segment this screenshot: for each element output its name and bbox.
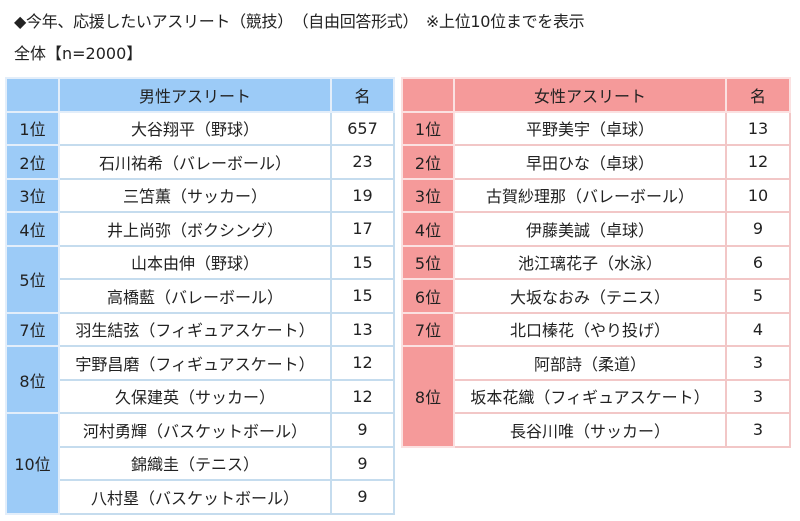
table-row: 錦織圭（テニス） 9 xyxy=(6,445,395,481)
athlete-name-cell: 宇野昌磨（フィギュアスケート） xyxy=(58,345,332,381)
vote-count-cell: 9 xyxy=(330,445,395,481)
vote-count-cell: 10 xyxy=(725,177,791,213)
table-row: 坂本花織（フィギュアスケート） 3 xyxy=(402,378,791,414)
vote-count-cell: 3 xyxy=(725,412,791,448)
rank-cell: 4位 xyxy=(5,211,60,247)
athlete-name-cell: 池江璃花子（水泳） xyxy=(453,244,727,280)
athlete-name-cell: 三笘薫（サッカー） xyxy=(58,177,332,213)
table-row: 高橋藍（バレーボール） 15 xyxy=(6,278,395,314)
table-row: 久保建英（サッカー） 12 xyxy=(6,378,395,414)
rank-cell: 3位 xyxy=(401,177,455,213)
vote-count-cell: 15 xyxy=(330,244,395,280)
count-column-header: 名 xyxy=(330,77,395,113)
athlete-name-cell: 坂本花織（フィギュアスケート） xyxy=(453,378,727,414)
athlete-name-cell: 大坂なおみ（テニス） xyxy=(453,278,727,314)
rank-cell: 7位 xyxy=(5,311,60,347)
table-row: 5位 池江璃花子（水泳） 6 xyxy=(401,244,791,280)
vote-count-cell: 6 xyxy=(725,244,791,280)
table-row: 3位 三笘薫（サッカー） 19 xyxy=(5,177,395,213)
table-row: 7位 羽生結弦（フィギュアスケート） 13 xyxy=(5,311,395,347)
rank-header-cell xyxy=(5,77,60,113)
athlete-name-cell: 八村塁（バスケットボール） xyxy=(58,479,332,515)
athlete-name-cell: 早田ひな（卓球） xyxy=(453,144,727,180)
table-row: 2位 石川祐希（バレーボール） 23 xyxy=(5,144,395,180)
athlete-name-cell: 河村勇輝（バスケットボール） xyxy=(58,412,332,448)
rank-cell: 8位 xyxy=(401,345,455,448)
page-title: ◆今年、応援したいアスリート（競技） （自由回答形式） ※上位10位までを表示 xyxy=(14,12,585,31)
table-row: 10位 河村勇輝（バスケットボール） 9 xyxy=(5,412,395,515)
athlete-name-cell: 井上尚弥（ボクシング） xyxy=(58,211,332,247)
rank-cell: 5位 xyxy=(5,244,60,314)
table-row: 4位 伊藤美誠（卓球） 9 xyxy=(401,211,791,247)
vote-count-cell: 23 xyxy=(330,144,395,180)
athlete-name-cell: 石川祐希（バレーボール） xyxy=(58,144,332,180)
vote-count-cell: 4 xyxy=(725,311,791,347)
athlete-name-cell: 長谷川唯（サッカー） xyxy=(453,412,727,448)
male-table-body: 男性アスリート 名 1位 大谷翔平（野球） 657 2位 石川祐希（バレーボール） 23 3… xyxy=(5,77,395,515)
name-column-header: 女性アスリート xyxy=(453,77,727,113)
table-row: 八村塁（バスケットボール） 9 xyxy=(6,479,395,515)
rank-cell: 10位 xyxy=(5,412,60,515)
athlete-name-cell: 大谷翔平（野球） xyxy=(58,110,332,146)
athlete-name-cell: 阿部詩（柔道） xyxy=(453,345,727,381)
athlete-name-cell: 北口榛花（やり投げ） xyxy=(453,311,727,347)
athlete-name-cell: 伊藤美誠（卓球） xyxy=(453,211,727,247)
name-column-header: 男性アスリート xyxy=(58,77,332,113)
table-header-row: 男性アスリート 名 xyxy=(5,77,395,113)
female-athlete-table: 女性アスリート 名 1位 平野美宇（卓球） 13 2位 早田ひな（卓球） 12 3位 古賀紗理… xyxy=(401,77,791,448)
rank-header-cell xyxy=(401,77,455,113)
vote-count-cell: 3 xyxy=(725,345,791,381)
athlete-name-cell: 錦織圭（テニス） xyxy=(58,445,332,481)
table-row: 1位 平野美宇（卓球） 13 xyxy=(401,110,791,146)
rank-cell: 2位 xyxy=(401,144,455,180)
vote-count-cell: 15 xyxy=(330,278,395,314)
athlete-name-cell: 古賀紗理那（バレーボール） xyxy=(453,177,727,213)
rank-cell: 6位 xyxy=(401,278,455,314)
count-column-header: 名 xyxy=(725,77,791,113)
rank-cell: 8位 xyxy=(5,345,60,414)
rank-cell: 5位 xyxy=(401,244,455,280)
athlete-name-cell: 山本由伸（野球） xyxy=(58,244,332,280)
vote-count-cell: 12 xyxy=(330,378,395,414)
athlete-name-cell: 平野美宇（卓球） xyxy=(453,110,727,146)
male-athlete-table: 男性アスリート 名 1位 大谷翔平（野球） 657 2位 石川祐希（バレーボール） 23 3… xyxy=(5,77,395,515)
vote-count-cell: 5 xyxy=(725,278,791,314)
table-row: 8位 宇野昌磨（フィギュアスケート） 12 xyxy=(5,345,395,414)
vote-count-cell: 13 xyxy=(330,311,395,347)
vote-count-cell: 657 xyxy=(330,110,395,146)
rank-cell: 1位 xyxy=(5,110,60,146)
vote-count-cell: 9 xyxy=(725,211,791,247)
vote-count-cell: 12 xyxy=(725,144,791,180)
table-row: 2位 早田ひな（卓球） 12 xyxy=(401,144,791,180)
table-row: 5位 山本由伸（野球） 15 xyxy=(5,244,395,314)
table-row: 長谷川唯（サッカー） 3 xyxy=(402,412,791,448)
vote-count-cell: 9 xyxy=(330,479,395,515)
table-header-row: 女性アスリート 名 xyxy=(401,77,791,113)
table-row: 8位 阿部詩（柔道） 3 xyxy=(401,345,791,448)
table-row: 7位 北口榛花（やり投げ） 4 xyxy=(401,311,791,347)
athlete-name-cell: 久保建英（サッカー） xyxy=(58,378,332,414)
table-row: 6位 大坂なおみ（テニス） 5 xyxy=(401,278,791,314)
rank-cell: 7位 xyxy=(401,311,455,347)
rank-cell: 4位 xyxy=(401,211,455,247)
vote-count-cell: 17 xyxy=(330,211,395,247)
vote-count-cell: 9 xyxy=(330,412,395,448)
table-row: 4位 井上尚弥（ボクシング） 17 xyxy=(5,211,395,247)
sample-size-label: 全体【n=2000】 xyxy=(14,44,143,63)
table-row: 3位 古賀紗理那（バレーボール） 10 xyxy=(401,177,791,213)
vote-count-cell: 19 xyxy=(330,177,395,213)
rank-cell: 1位 xyxy=(401,110,455,146)
athlete-name-cell: 高橋藍（バレーボール） xyxy=(58,278,332,314)
rank-cell: 3位 xyxy=(5,177,60,213)
athlete-name-cell: 羽生結弦（フィギュアスケート） xyxy=(58,311,332,347)
female-table-body: 女性アスリート 名 1位 平野美宇（卓球） 13 2位 早田ひな（卓球） 12 3位 古賀紗理… xyxy=(401,77,791,448)
table-row: 1位 大谷翔平（野球） 657 xyxy=(5,110,395,146)
rank-cell: 2位 xyxy=(5,144,60,180)
vote-count-cell: 3 xyxy=(725,378,791,414)
vote-count-cell: 13 xyxy=(725,110,791,146)
vote-count-cell: 12 xyxy=(330,345,395,381)
